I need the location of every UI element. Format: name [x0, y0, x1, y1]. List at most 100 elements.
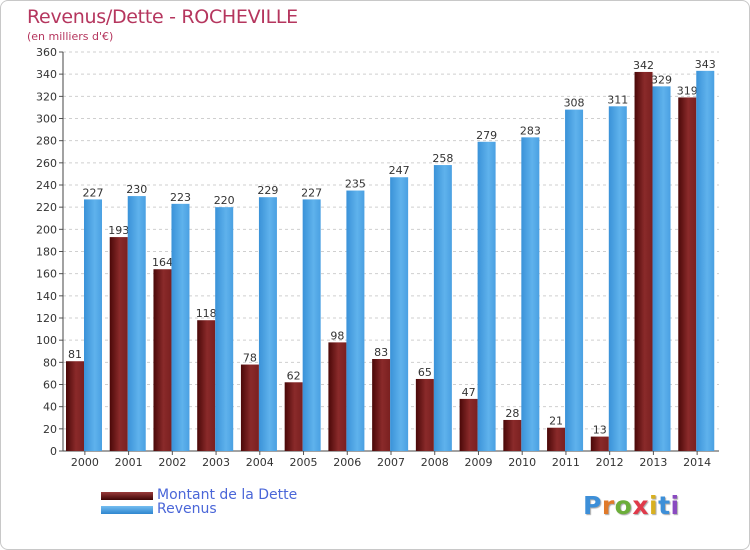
bar-revenus: [84, 199, 102, 451]
bar-dette: [590, 436, 609, 451]
data-label-revenus: 283: [520, 124, 541, 137]
x-tick-label: 2008: [421, 456, 449, 469]
x-tick-label: 2014: [683, 456, 711, 469]
x-tick-label: 2006: [333, 456, 361, 469]
bar-revenus: [215, 207, 234, 451]
data-label-revenus: 227: [301, 186, 322, 199]
data-label-revenus: 247: [389, 164, 410, 177]
x-tick-label: 2000: [71, 456, 99, 469]
data-label-revenus: 223: [170, 191, 191, 204]
data-label-dette: 21: [549, 415, 563, 428]
y-tick-label: 340: [36, 68, 57, 81]
x-tick-label: 2011: [552, 456, 580, 469]
bar-revenus: [521, 137, 540, 451]
data-label-revenus: 230: [126, 183, 147, 196]
y-tick-label: 360: [36, 46, 57, 59]
bar-dette: [66, 361, 84, 451]
y-tick-label: 160: [36, 268, 57, 281]
data-label-revenus: 308: [564, 97, 585, 110]
data-label-dette: 78: [243, 352, 257, 365]
x-tick-label: 2003: [202, 456, 230, 469]
bar-dette: [634, 71, 653, 451]
data-label-dette: 83: [374, 346, 388, 359]
bar-dette: [109, 237, 128, 451]
bar-revenus: [346, 190, 365, 451]
x-tick-label: 2005: [290, 456, 318, 469]
bar-dette: [415, 378, 434, 451]
x-tick-label: 2013: [639, 456, 667, 469]
chart-title: Revenus/Dette - ROCHEVILLE: [27, 6, 298, 28]
data-label-revenus: 311: [607, 93, 628, 106]
bar-revenus: [433, 165, 452, 452]
y-tick-label: 40: [43, 401, 57, 414]
x-tick-label: 2012: [596, 456, 624, 469]
y-tick-label: 80: [43, 356, 57, 369]
y-tick-label: 200: [36, 223, 57, 236]
proxiti-logo: Proxiti: [583, 491, 680, 520]
bar-dette: [503, 419, 522, 451]
data-label-dette: 13: [593, 424, 607, 437]
data-label-dette: 164: [152, 256, 173, 269]
bar-revenus: [171, 203, 190, 451]
data-label-dette: 193: [108, 224, 129, 237]
x-tick-label: 2010: [508, 456, 536, 469]
bar-revenus: [652, 86, 671, 451]
y-tick-label: 20: [43, 423, 57, 436]
bar-dette: [153, 269, 172, 451]
data-label-dette: 62: [287, 369, 301, 382]
bar-revenus: [696, 70, 715, 451]
bar-revenus: [608, 106, 627, 451]
y-tick-label: 300: [36, 113, 57, 126]
y-tick-label: 320: [36, 90, 57, 103]
y-tick-label: 220: [36, 201, 57, 214]
bar-dette: [284, 382, 303, 451]
data-label-revenus: 220: [214, 194, 235, 207]
chart-subtitle: (en milliers d'€): [27, 30, 114, 43]
x-tick-label: 2001: [115, 456, 143, 469]
legend-swatch-dette: [101, 492, 153, 500]
data-label-revenus: 329: [651, 73, 672, 86]
data-label-revenus: 227: [83, 186, 104, 199]
data-label-revenus: 343: [695, 58, 716, 71]
y-tick-label: 120: [36, 312, 57, 325]
data-label-revenus: 235: [345, 178, 366, 191]
bar-revenus: [258, 197, 277, 451]
y-tick-label: 260: [36, 157, 57, 170]
bar-dette: [372, 359, 391, 451]
data-label-revenus: 258: [432, 152, 453, 165]
x-tick-label: 2002: [158, 456, 186, 469]
bar-dette: [459, 398, 478, 451]
data-label-revenus: 279: [476, 129, 497, 142]
x-tick-label: 2009: [464, 456, 492, 469]
data-label-dette: 118: [196, 307, 217, 320]
y-tick-label: 100: [36, 334, 57, 347]
bar-revenus: [127, 196, 146, 451]
y-tick-label: 140: [36, 290, 57, 303]
y-tick-label: 60: [43, 379, 57, 392]
legend-label-revenus: Revenus: [157, 501, 217, 517]
y-tick-label: 280: [36, 135, 57, 148]
bar-dette: [240, 364, 259, 451]
x-tick-label: 2007: [377, 456, 405, 469]
bar-dette: [328, 342, 347, 451]
data-label-dette: 47: [462, 386, 476, 399]
data-label-dette: 65: [418, 366, 432, 379]
legend-swatch-revenus: [101, 506, 153, 514]
bar-dette: [197, 320, 216, 451]
bar-dette: [547, 427, 566, 451]
bar-revenus: [477, 141, 496, 451]
data-label-dette: 28: [505, 407, 519, 420]
bar-dette: [678, 97, 697, 452]
x-tick-label: 2004: [246, 456, 274, 469]
data-label-dette: 81: [68, 348, 82, 361]
data-label-revenus: 229: [257, 184, 278, 197]
y-tick-label: 0: [50, 445, 57, 458]
y-tick-label: 180: [36, 246, 57, 259]
bar-revenus: [565, 109, 584, 451]
data-label-dette: 342: [633, 59, 654, 72]
legend-label-dette: Montant de la Dette: [157, 487, 298, 503]
y-tick-label: 240: [36, 179, 57, 192]
bar-revenus: [302, 199, 321, 451]
